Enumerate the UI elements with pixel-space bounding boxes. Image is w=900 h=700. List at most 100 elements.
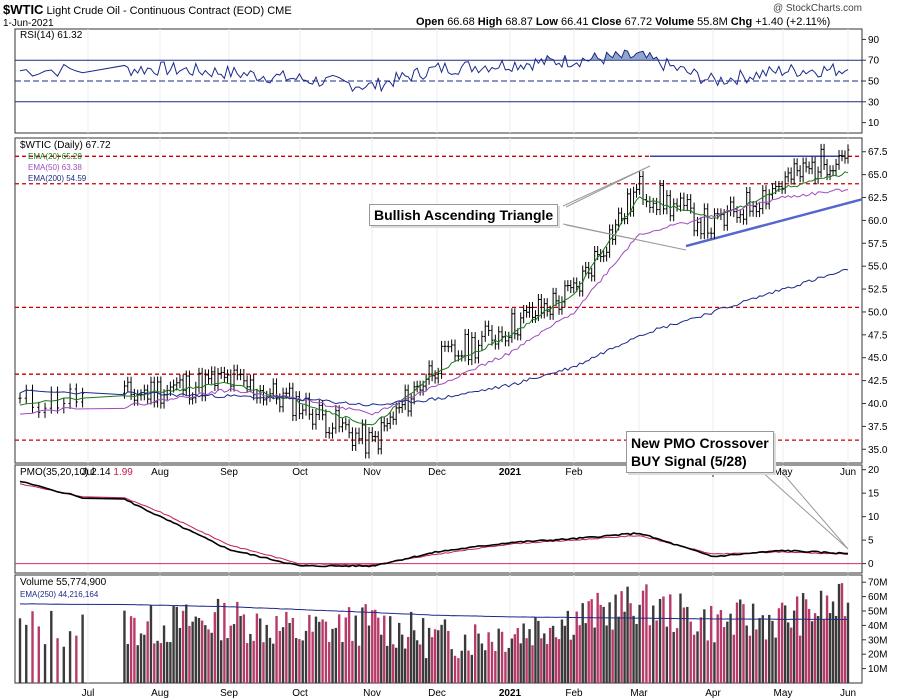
volume-bar <box>308 614 311 683</box>
volume-bar <box>548 627 552 683</box>
volume-bar <box>288 622 291 683</box>
volume-bar <box>679 593 682 683</box>
price-axis-tick-label: 60.0 <box>868 216 888 227</box>
volume-bar <box>641 590 645 683</box>
volume-bar <box>581 603 584 683</box>
volume-bar <box>834 615 838 683</box>
volume-bar <box>758 618 761 683</box>
volume-bar <box>311 631 314 683</box>
x-axis-label: Nov <box>363 688 381 699</box>
chart-title: $WTIC Light Crude Oil - Continuous Contr… <box>3 2 292 17</box>
volume-bar <box>226 638 229 683</box>
volume-bar <box>846 602 850 683</box>
symbol: $WTIC <box>3 2 44 17</box>
volume-bar <box>575 611 578 683</box>
volume-bar <box>761 615 764 683</box>
volume-bar <box>75 635 78 683</box>
volume-bar <box>301 640 304 683</box>
volume-bar <box>780 602 784 683</box>
volume-bar <box>409 611 413 683</box>
volume-bar <box>786 622 790 683</box>
volume-bar <box>400 634 404 683</box>
open-label: Open <box>416 16 445 28</box>
volume-bar <box>614 594 617 683</box>
volume-bar <box>703 609 706 683</box>
volume-bar <box>635 623 638 683</box>
volume-bar <box>831 601 835 683</box>
pmo-axis-tick-label: 20 <box>868 465 880 476</box>
volume-bar <box>813 613 817 683</box>
volume-bar <box>156 640 159 683</box>
high-value: 68.87 <box>505 16 533 28</box>
volume-axis-tick-label: 20M <box>868 650 887 661</box>
triangle-trendline <box>685 198 863 248</box>
volume-bar <box>440 624 443 683</box>
volume-bar <box>810 621 814 683</box>
volume-bar <box>534 617 537 683</box>
x-axis-label: Jul <box>82 467 95 478</box>
volume-bar <box>629 603 632 683</box>
volume-bar <box>638 604 641 683</box>
chart-date: 1-Jun-2021 <box>3 18 54 29</box>
ema200-label: EMA(200) 54.59 <box>28 174 87 183</box>
volume-bar <box>43 644 47 683</box>
pmo-axis-tick-label: 10 <box>868 512 880 523</box>
volume-bar <box>314 616 318 683</box>
x-axis-label: Nov <box>363 467 381 478</box>
volume-bar <box>418 644 422 683</box>
volume-bar <box>843 616 847 683</box>
pmo-callout-line2: BUY Signal (5/28) <box>631 453 747 469</box>
volume-bar <box>427 627 431 683</box>
volume-bar <box>354 615 357 683</box>
volume-bar <box>477 633 480 683</box>
volume-bar <box>560 619 564 683</box>
volume-bar <box>599 604 602 683</box>
triangle-callout: Bullish Ascending Triangle <box>369 204 559 226</box>
volume-bar <box>298 639 301 683</box>
price-axis-tick-label: 52.5 <box>868 285 888 296</box>
volume-bar <box>133 617 136 683</box>
volume-bar <box>242 614 246 683</box>
price-axis-tick-label: 62.5 <box>868 193 888 204</box>
volume-bar <box>188 625 191 683</box>
volume-bar <box>748 635 752 683</box>
volume-axis-tick-label: 40M <box>868 621 887 632</box>
volume-axis-tick-label: 50M <box>868 607 887 618</box>
volume-bar <box>397 622 401 683</box>
volume-bar <box>159 643 163 683</box>
volume-bar <box>424 658 428 683</box>
price-axis-tick-label: 65.0 <box>868 170 888 181</box>
rsi-axis-tick-label: 90 <box>868 35 880 46</box>
high-label: High <box>477 16 503 28</box>
rsi-axis-tick-label: 50 <box>868 77 880 88</box>
volume-bar <box>819 590 823 683</box>
volume-bar <box>584 623 587 683</box>
price-axis-tick-label: 45.0 <box>868 353 888 364</box>
x-axis-label: Jul <box>82 688 95 699</box>
volume-bar <box>522 623 525 683</box>
volume-bar <box>268 637 272 683</box>
volume-bar <box>480 643 484 683</box>
volume-bar <box>807 608 811 683</box>
volume-bar <box>460 650 463 683</box>
volume-bar <box>497 628 500 683</box>
volume-bar <box>764 639 768 683</box>
exchange: CME <box>267 5 292 17</box>
pmo-label-signal: 1.99 <box>113 467 133 478</box>
volume-bar <box>149 605 153 683</box>
volume-bar <box>510 638 514 683</box>
pmo-axis-tick-label: 15 <box>868 489 880 500</box>
volume-bar <box>252 640 255 683</box>
volume-bar <box>304 630 308 683</box>
volume-bar <box>200 620 204 683</box>
volume-bar <box>207 629 210 683</box>
volume-bar <box>331 628 334 683</box>
volume-bar <box>828 613 832 683</box>
price-axis-tick-label: 67.5 <box>868 147 888 158</box>
panel-price-frame <box>14 137 863 464</box>
volume-bar <box>611 629 614 683</box>
price-axis-tick-label: 35.0 <box>868 445 888 456</box>
callout-pointer-b <box>562 223 687 251</box>
volume-bar <box>531 645 534 683</box>
volume-bar <box>37 626 40 683</box>
